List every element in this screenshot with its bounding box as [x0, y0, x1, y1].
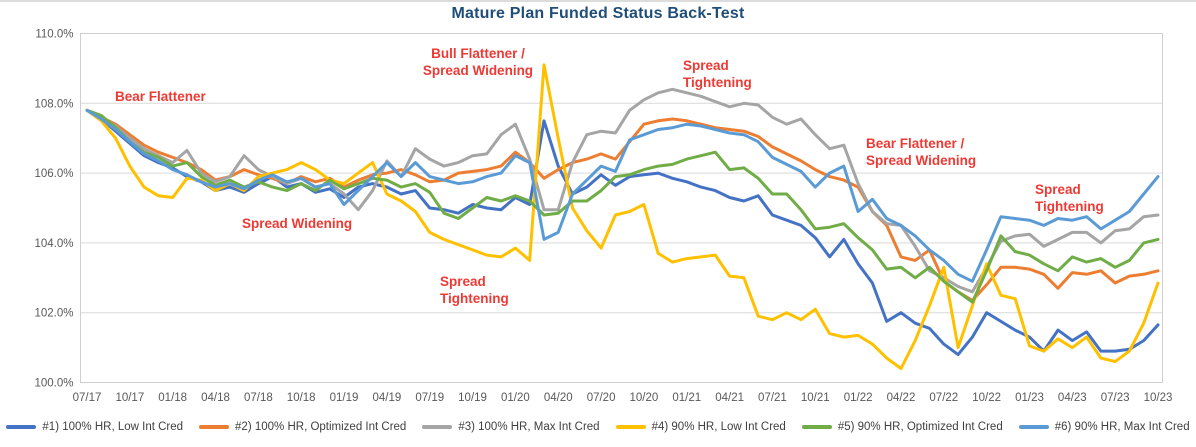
- chart-annotation: Spread Tightening: [1035, 182, 1104, 214]
- legend-item-3: #3) 100% HR, Max Int Cred: [422, 421, 600, 433]
- x-axis-tick-label: 01/19: [330, 392, 359, 404]
- legend-item-5: #5) 90% HR, Optimized Int Cred: [801, 421, 1003, 433]
- chart-annotation: Spread Tightening: [440, 274, 509, 306]
- x-axis-tick-label: 04/21: [715, 392, 744, 404]
- legend-item-6: #6) 90% HR, Max Int Cred: [1018, 421, 1190, 433]
- x-axis-tick-label: 01/20: [501, 392, 530, 404]
- x-axis-tick-label: 10/21: [801, 392, 830, 404]
- x-axis-tick-label: 10/18: [287, 392, 316, 404]
- chart-annotation: Spread Tightening: [683, 58, 752, 90]
- series-line-5: [85, 108, 1160, 304]
- x-axis-tick-label: 01/18: [158, 392, 187, 404]
- chart-annotation: Spread Widening: [242, 216, 352, 231]
- x-axis-tick-label: 04/18: [201, 392, 230, 404]
- x-axis-tick-label: 07/23: [1101, 392, 1130, 404]
- x-axis-tick-label: 07/18: [244, 392, 273, 404]
- y-axis-tick-label: 108.0%: [34, 98, 73, 110]
- series-line-1: [85, 108, 1160, 357]
- x-axis-tick-label: 10/20: [630, 392, 659, 404]
- x-axis-tick-label: 07/20: [587, 392, 616, 404]
- y-axis-tick-label: 100.0%: [34, 378, 73, 390]
- y-axis-tick-label: 104.0%: [34, 238, 73, 250]
- legend-label: #6) 90% HR, Max Int Cred: [1054, 421, 1190, 433]
- y-axis-tick-label: 110.0%: [35, 29, 73, 41]
- plot-border: [80, 33, 1163, 383]
- legend-item-2: #2) 100% HR, Optimized Int Cred: [199, 421, 406, 433]
- y-axis-tick-label: 106.0%: [34, 168, 73, 180]
- x-axis-tick-label: 10/22: [972, 392, 1001, 404]
- plot-area: 100.0% 102.0% 104.0% 106.0% 108.0% 110.0% 07/1…: [34, 29, 1173, 405]
- legend-item-4: #4) 90% HR, Low Int Cred: [615, 421, 786, 433]
- chart-title: Mature Plan Funded Status Back-Test: [451, 5, 745, 22]
- legend-swatch: [1018, 425, 1049, 429]
- x-axis-tick-label: 07/21: [758, 392, 787, 404]
- chart-legend: #1) 100% HR, Low Int Cred #2) 100% HR, Op…: [0, 421, 1196, 433]
- legend-item-1: #1) 100% HR, Low Int Cred: [6, 421, 183, 433]
- chart-annotation: Bear Flattener / Spread Widening: [866, 136, 976, 168]
- series-line-6: [85, 108, 1160, 283]
- x-axis-tick-label: 07/22: [929, 392, 958, 404]
- legend-swatch: [422, 425, 453, 429]
- x-axis-tick-label: 07/17: [73, 392, 102, 404]
- x-axis-tick-label: 04/19: [372, 392, 401, 404]
- legend-swatch: [199, 425, 230, 429]
- series-line-3: [85, 87, 1160, 294]
- x-axis-tick-label: 01/21: [672, 392, 701, 404]
- x-axis-tick-label: 07/19: [415, 392, 444, 404]
- legend-swatch: [615, 425, 646, 429]
- legend-swatch: [6, 425, 37, 429]
- y-axis-tick-label: 102.0%: [34, 308, 73, 320]
- x-axis-tick-label: 04/23: [1058, 392, 1087, 404]
- x-axis-tick-label: 04/20: [544, 392, 573, 404]
- x-axis-tick-label: 10/23: [1144, 392, 1173, 404]
- x-axis-tick-label: 10/17: [115, 392, 144, 404]
- legend-label: #4) 90% HR, Low Int Cred: [651, 421, 786, 433]
- legend-label: #3) 100% HR, Max Int Cred: [458, 421, 600, 433]
- x-axis-tick-label: 04/22: [887, 392, 916, 404]
- series-line-2: [85, 108, 1160, 302]
- chart-annotation: Bear Flattener: [115, 89, 207, 104]
- legend-label: #5) 90% HR, Optimized Int Cred: [837, 421, 1003, 433]
- page-top-divider: [0, 0, 1196, 2]
- x-axis-tick-label: 10/19: [458, 392, 487, 404]
- chart-annotation: Bull Flattener / Spread Widening: [423, 46, 533, 78]
- legend-swatch: [801, 425, 832, 429]
- legend-label: #1) 100% HR, Low Int Cred: [42, 421, 184, 433]
- x-axis-tick-label: 01/22: [844, 392, 873, 404]
- legend-label: #2) 100% HR, Optimized Int Cred: [235, 421, 407, 433]
- x-axis-tick-label: 01/23: [1015, 392, 1044, 404]
